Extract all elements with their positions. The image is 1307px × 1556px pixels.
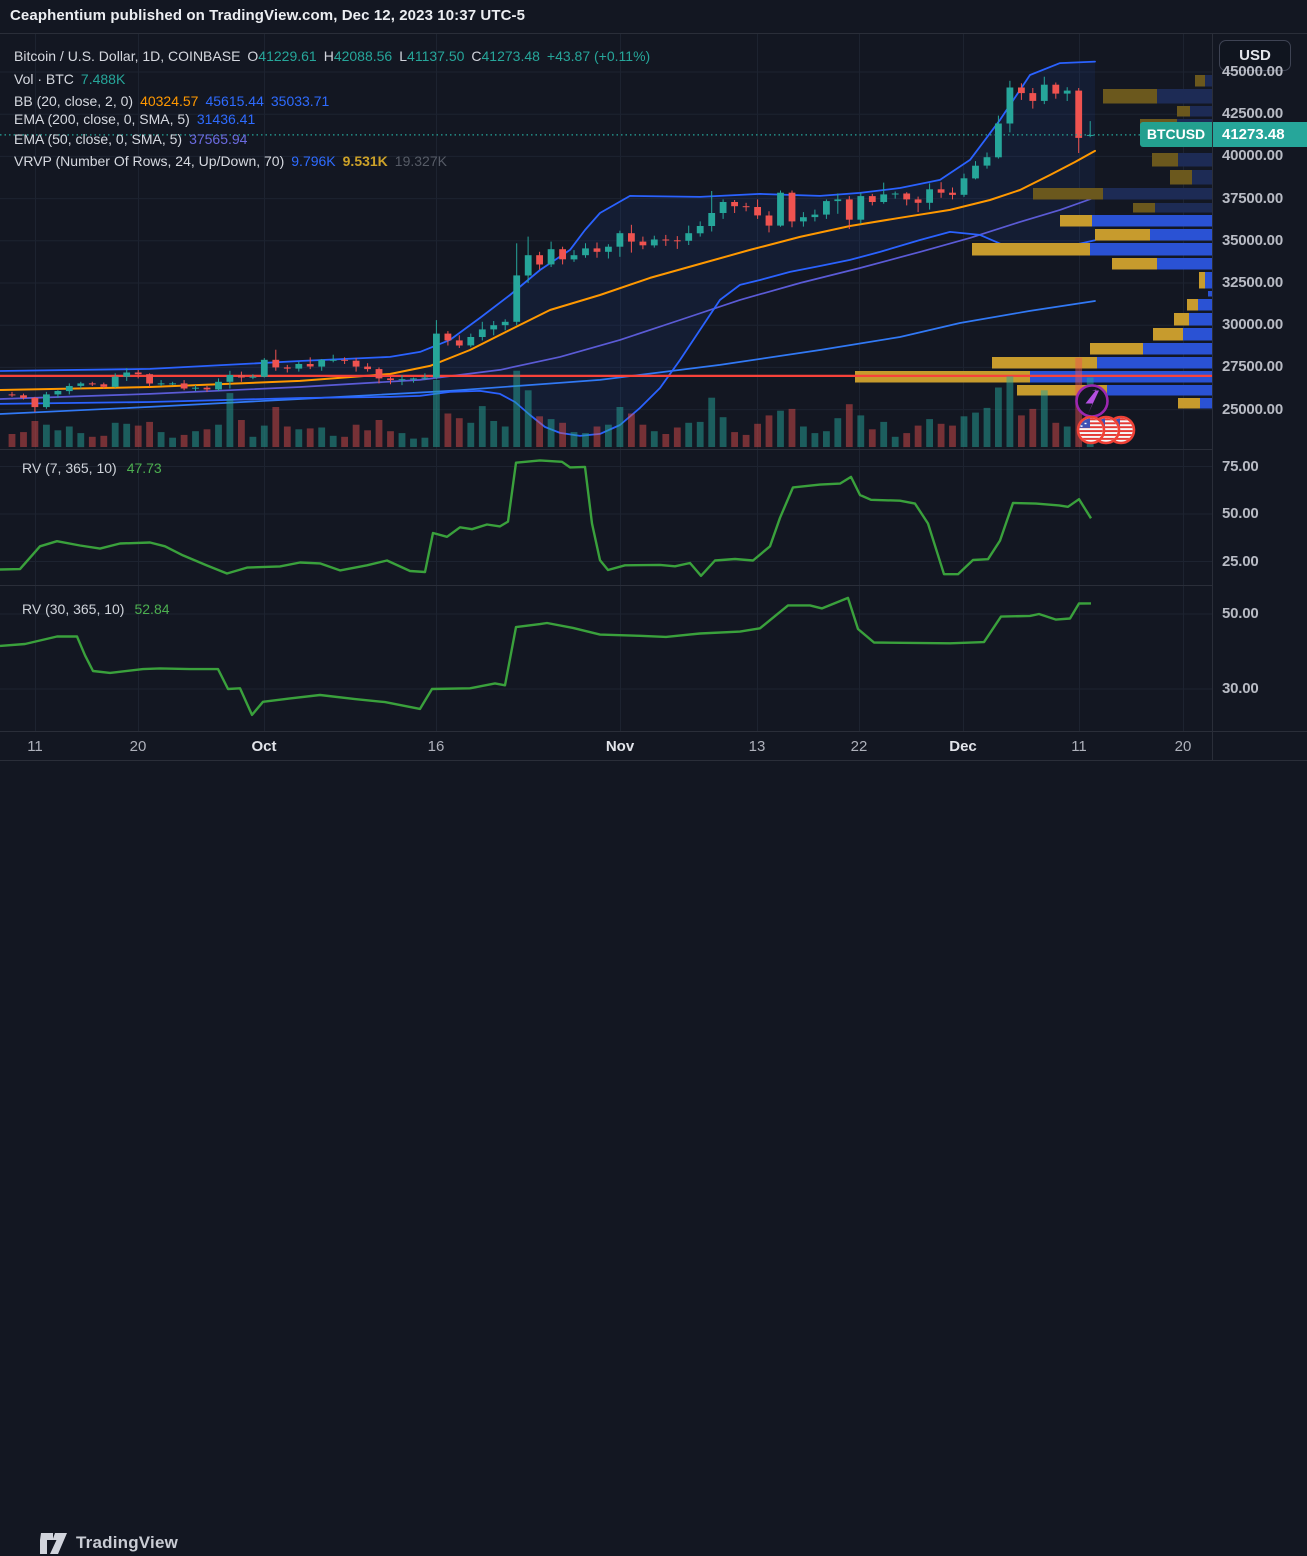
time-tick-label: 11 — [1071, 738, 1087, 755]
header-bar: Ceaphentium published on TradingView.com… — [0, 0, 1307, 33]
bb-fill — [0, 61, 1095, 436]
change-value: +43.87 (+0.11%) — [546, 48, 651, 64]
time-tick-label: 22 — [850, 738, 868, 755]
vrvp-down-value: 9.531K — [342, 153, 388, 169]
ema200-label: EMA (200, close, 0, SMA, 5) — [14, 111, 190, 127]
publish-attribution: Ceaphentium published on TradingView.com… — [10, 7, 526, 24]
ohlc-low-key: L — [399, 48, 408, 64]
legend-vrvp-row[interactable]: VRVP (Number Of Rows, 24, Up/Down, 70) 9.… — [14, 151, 447, 171]
rv30-value: 52.84 — [134, 601, 170, 617]
time-tick-label: 20 — [1174, 738, 1192, 755]
time-tick-label: 11 — [27, 738, 43, 755]
ema50-label: EMA (50, close, 0, SMA, 5) — [14, 131, 183, 147]
time-tick-label: 20 — [129, 738, 147, 755]
symbol-price-chip: BTCUSD — [1140, 122, 1212, 147]
vrvp-up-value: 9.796K — [291, 153, 336, 169]
rv30-tick-label: 50.00 — [1222, 605, 1259, 622]
ema50-value: 37565.94 — [189, 131, 248, 147]
volume-label: Vol · BTC — [14, 71, 74, 87]
rv7-legend[interactable]: RV (7, 365, 10) 47.73 — [22, 458, 162, 478]
rv7-tick-label: 50.00 — [1222, 505, 1259, 522]
legend-volume-row[interactable]: Vol · BTC 7.488K — [14, 69, 125, 89]
price-tick-label: 32500.00 — [1222, 274, 1283, 291]
bb-label: BB (20, close, 2, 0) — [14, 93, 134, 109]
bb-upper-value: 45615.44 — [205, 93, 264, 109]
time-tick-label: 16 — [427, 738, 445, 755]
grid-layer — [0, 34, 1212, 731]
rv30-line — [0, 596, 1092, 717]
price-chart[interactable] — [0, 0, 1307, 807]
bb-basis-value: 40324.57 — [140, 93, 199, 109]
legend-bb-row[interactable]: BB (20, close, 2, 0) 40324.57 45615.44 3503… — [14, 91, 329, 111]
indicator-layer — [0, 60, 1096, 437]
rv30-tick-label: 30.00 — [1222, 680, 1259, 697]
us-flag-events-icon[interactable] — [1076, 415, 1136, 445]
time-tick-label: Dec — [949, 738, 977, 755]
volume-value: 7.488K — [80, 71, 126, 87]
candlestick-layer — [8, 76, 1094, 413]
price-tick-label: 27500.00 — [1222, 358, 1283, 376]
footer-bar: TradingView — [0, 761, 1307, 1554]
ohlc-high-key: H — [323, 48, 334, 64]
pane-separators — [0, 33, 1307, 761]
rv30-legend[interactable]: RV (30, 365, 10) 52.84 — [22, 599, 170, 619]
ohlc-open-key: O — [247, 48, 259, 64]
ohlc-open-value: 41229.61 — [258, 48, 317, 64]
price-tick-label: 45000.00 — [1222, 63, 1283, 80]
price-tick-label: 37500.00 — [1222, 189, 1283, 207]
bb-lower-value: 35033.71 — [270, 93, 330, 109]
ohlc-close-key: C — [471, 48, 482, 64]
vrvp-total-value: 19.327K — [394, 153, 447, 169]
rv7-tick-label: 75.00 — [1222, 457, 1259, 475]
symbol-title: Bitcoin / U.S. Dollar, 1D, COINBASE — [14, 48, 241, 64]
price-tick-label: 30000.00 — [1222, 316, 1283, 334]
last-price-badge: 41273.48 — [1213, 122, 1307, 147]
ohlc-high-value: 42088.56 — [333, 48, 393, 64]
price-tick-label: 40000.00 — [1222, 147, 1283, 165]
currency-usd-button[interactable]: USD — [1219, 40, 1291, 71]
price-tick-label: 25000.00 — [1222, 400, 1283, 418]
price-tick-label: 42500.00 — [1222, 105, 1283, 123]
time-tick-label: 13 — [748, 738, 766, 755]
time-tick-label: Oct — [251, 738, 277, 755]
time-tick-label: Nov — [605, 738, 635, 755]
rv30-label: RV (30, 365, 10) — [22, 601, 125, 617]
tradingview-brand-text[interactable]: TradingView — [76, 1533, 179, 1552]
ema200-value: 31436.41 — [196, 111, 256, 127]
rv7-tick-label: 25.00 — [1222, 552, 1259, 570]
rv7-value: 47.73 — [126, 460, 162, 476]
rv7-line — [0, 459, 1093, 577]
rv7-label: RV (7, 365, 10) — [22, 460, 117, 476]
vrvp-label: VRVP (Number Of Rows, 24, Up/Down, 70) — [14, 153, 285, 169]
ohlc-close-value: 41273.48 — [481, 48, 540, 64]
tradingview-logo-icon[interactable] — [40, 1532, 68, 1556]
legend-ema50-row[interactable]: EMA (50, close, 0, SMA, 5) 37565.94 — [14, 129, 247, 149]
price-tick-label: 35000.00 — [1222, 231, 1283, 249]
legend-symbol-row[interactable]: Bitcoin / U.S. Dollar, 1D, COINBASE O4122… — [14, 46, 650, 66]
lightning-event-icon[interactable] — [1075, 384, 1109, 418]
legend-ema200-row[interactable]: EMA (200, close, 0, SMA, 5) 31436.41 — [14, 109, 255, 129]
ohlc-low-value: 41137.50 — [407, 48, 465, 64]
